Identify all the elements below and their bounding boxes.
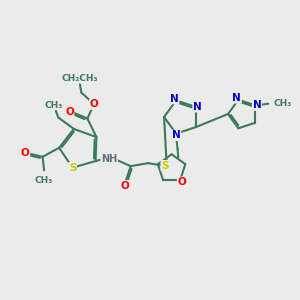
Text: N: N bbox=[232, 93, 241, 103]
Text: O: O bbox=[121, 181, 130, 191]
Text: N: N bbox=[193, 102, 202, 112]
Text: CH₃: CH₃ bbox=[45, 101, 63, 110]
Text: O: O bbox=[178, 177, 186, 187]
Text: O: O bbox=[21, 148, 30, 158]
Text: CH₂CH₃: CH₂CH₃ bbox=[62, 74, 98, 83]
Text: NH: NH bbox=[101, 154, 117, 164]
Text: O: O bbox=[65, 107, 74, 118]
Text: N: N bbox=[170, 94, 179, 104]
Text: S: S bbox=[161, 160, 169, 171]
Text: CH₃: CH₃ bbox=[274, 99, 292, 108]
Text: S: S bbox=[69, 163, 76, 173]
Text: CH₃: CH₃ bbox=[35, 176, 53, 185]
Text: N: N bbox=[253, 100, 261, 110]
Text: O: O bbox=[90, 99, 98, 109]
Text: N: N bbox=[172, 130, 181, 140]
